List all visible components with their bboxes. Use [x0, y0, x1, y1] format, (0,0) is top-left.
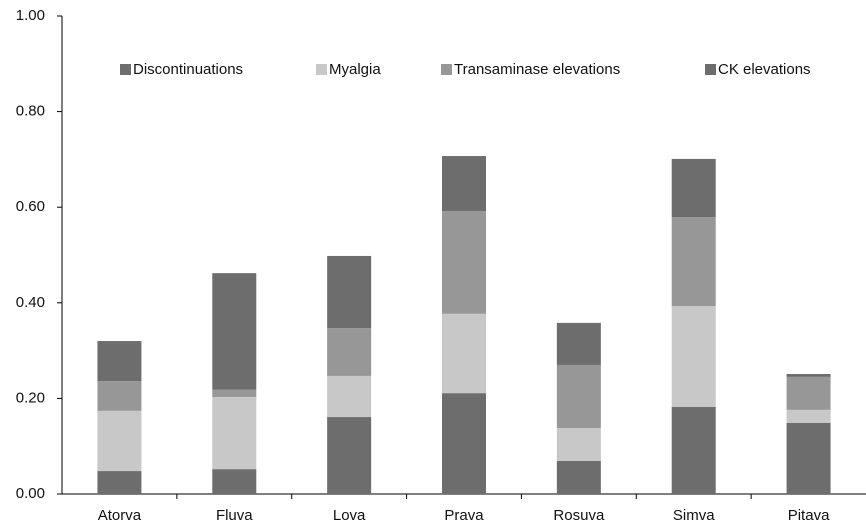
- bar-segment: [327, 255, 372, 329]
- y-tick-label: 0.80: [16, 103, 45, 120]
- bar-segment: [97, 381, 142, 411]
- bar-segment: [442, 156, 486, 212]
- x-tick-label: Lova: [333, 507, 366, 524]
- bar-segment: [442, 313, 486, 394]
- bar-segment: [556, 364, 601, 429]
- y-tick-label: 1.00: [16, 7, 45, 24]
- y-tick-label: 0.40: [16, 294, 45, 311]
- bar-segment: [97, 410, 142, 472]
- legend-label: Myalgia: [329, 61, 381, 78]
- bar-segment: [786, 376, 831, 410]
- x-tick-label: Prava: [444, 507, 484, 524]
- bar-segment: [556, 322, 601, 365]
- legend-label: CK elevations: [718, 61, 811, 78]
- bar-segment: [671, 407, 716, 494]
- bar-segment: [786, 409, 831, 423]
- bar-segment: [327, 417, 372, 494]
- legend-swatch: [705, 64, 716, 75]
- legend-label: Transaminase elevations: [454, 61, 620, 78]
- legend-swatch: [316, 64, 327, 75]
- bar-segment: [97, 341, 142, 382]
- bar-segment: [786, 422, 831, 494]
- legend-label: Discontinuations: [133, 61, 243, 78]
- bar-segment: [212, 469, 257, 494]
- bar-segment: [442, 393, 486, 494]
- bar-segment: [327, 328, 372, 376]
- x-tick-label: Rosuva: [553, 507, 605, 524]
- bar-segment: [786, 374, 831, 377]
- bar-segment: [556, 428, 601, 462]
- bar-segment: [671, 158, 716, 218]
- bar-segment: [442, 211, 486, 314]
- bar-segment: [556, 461, 601, 494]
- bar-segment: [212, 396, 257, 470]
- bar-segment: [671, 217, 716, 307]
- bar-segment: [327, 375, 372, 418]
- x-tick-label: Atorva: [98, 507, 142, 524]
- y-tick-label: 0.60: [16, 198, 45, 215]
- bar-segment: [671, 306, 716, 408]
- x-tick-label: Pitava: [788, 507, 830, 524]
- x-tick-label: Simva: [673, 507, 715, 524]
- y-tick-label: 0.20: [16, 389, 45, 406]
- x-tick-label: Fluva: [216, 507, 253, 524]
- y-tick-label: 0.00: [16, 485, 45, 502]
- bar-segment: [97, 471, 142, 494]
- bar-segment: [212, 389, 257, 397]
- bar-segment: [212, 273, 257, 390]
- legend-swatch: [441, 64, 452, 75]
- legend-swatch: [120, 64, 131, 75]
- legend: Discontinuations Myalgia Transaminase el…: [120, 61, 811, 78]
